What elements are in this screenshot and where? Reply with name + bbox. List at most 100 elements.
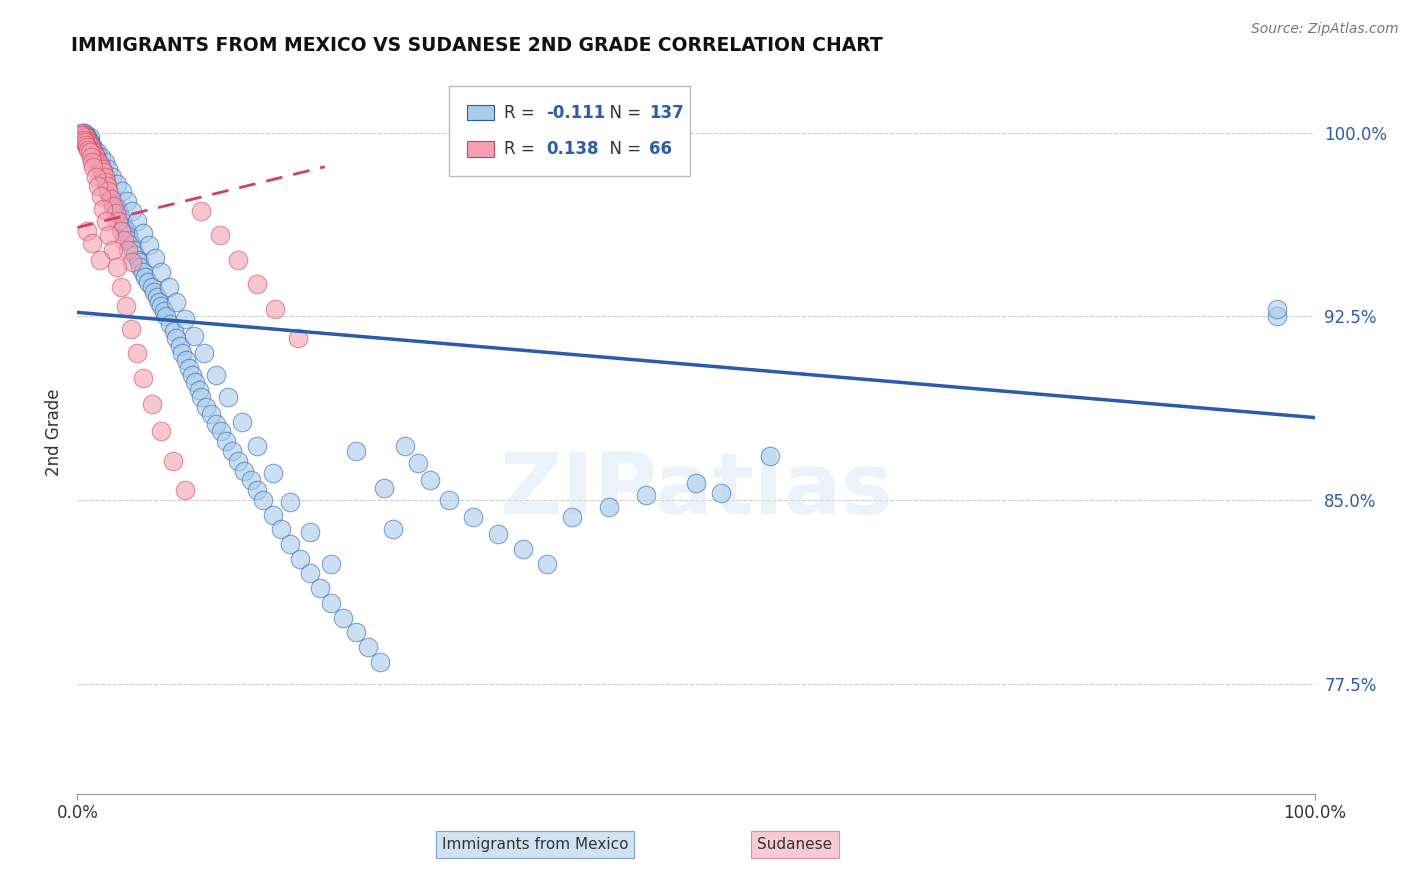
Point — [105, 260, 128, 275]
Point — [93, 155, 115, 169]
Point — [77, 136, 100, 150]
Point — [200, 407, 222, 421]
Point — [209, 425, 232, 439]
Point — [344, 625, 367, 640]
Point — [174, 311, 197, 326]
Point — [86, 153, 108, 167]
Point — [463, 510, 485, 524]
Point — [79, 136, 101, 150]
Point — [94, 175, 117, 189]
Point — [112, 233, 135, 247]
Point — [134, 270, 156, 285]
Point — [80, 137, 103, 152]
Point — [759, 449, 782, 463]
Point — [174, 483, 197, 498]
Point — [107, 204, 129, 219]
Point — [112, 216, 135, 230]
Point — [148, 294, 170, 309]
Point — [141, 397, 163, 411]
Point — [1267, 310, 1289, 324]
Point — [190, 390, 212, 404]
Point — [73, 130, 96, 145]
Point — [89, 157, 111, 171]
Point — [111, 185, 134, 199]
Point — [252, 493, 274, 508]
Point — [153, 304, 176, 318]
Point — [162, 454, 184, 468]
Point — [98, 186, 121, 201]
Point — [70, 126, 93, 140]
Point — [117, 228, 139, 243]
Point — [150, 265, 173, 279]
Point — [87, 155, 110, 169]
Point — [394, 439, 416, 453]
Point — [187, 383, 209, 397]
Point — [82, 235, 104, 250]
Point — [278, 495, 301, 509]
Point — [103, 243, 125, 257]
Point — [83, 147, 105, 161]
Point — [159, 317, 181, 331]
Point — [82, 143, 104, 157]
Point — [73, 136, 96, 150]
Point — [125, 213, 148, 227]
Text: -0.111: -0.111 — [547, 103, 606, 121]
Point — [87, 179, 110, 194]
Point — [129, 260, 152, 275]
Point — [114, 300, 136, 314]
Point — [174, 353, 197, 368]
Point — [72, 126, 94, 140]
Point — [215, 434, 238, 449]
Point — [115, 223, 138, 237]
Point — [183, 329, 205, 343]
Point — [101, 192, 124, 206]
Point — [79, 136, 101, 150]
Point — [132, 265, 155, 279]
Point — [86, 145, 108, 160]
Point — [165, 331, 187, 345]
Text: 0.138: 0.138 — [547, 140, 599, 158]
Point — [100, 189, 122, 203]
Point — [270, 522, 292, 536]
Text: N =: N = — [599, 103, 647, 121]
Point — [70, 128, 93, 142]
Point — [381, 522, 404, 536]
Point — [246, 439, 269, 453]
Point — [79, 130, 101, 145]
Point — [437, 493, 460, 508]
Point — [100, 192, 122, 206]
Point — [122, 243, 145, 257]
Point — [262, 466, 284, 480]
Point — [111, 213, 134, 227]
Point — [77, 133, 100, 147]
Point — [221, 444, 243, 458]
Point — [108, 206, 131, 220]
Point — [82, 160, 104, 174]
Point — [370, 655, 392, 669]
Point — [419, 474, 441, 488]
Point — [91, 165, 114, 179]
Point — [278, 537, 301, 551]
Point — [150, 300, 173, 314]
Point — [246, 483, 269, 498]
Point — [710, 485, 733, 500]
Point — [110, 223, 132, 237]
Point — [110, 211, 132, 226]
Point — [96, 179, 118, 194]
Point — [105, 177, 128, 191]
Point — [80, 150, 103, 164]
Point — [246, 277, 269, 292]
Point — [264, 301, 287, 316]
Point — [217, 390, 239, 404]
Point — [127, 252, 149, 267]
Point — [205, 417, 228, 431]
Point — [96, 179, 118, 194]
Point — [1267, 301, 1289, 316]
Point — [231, 415, 253, 429]
Point — [136, 275, 159, 289]
Point — [84, 150, 107, 164]
Point — [91, 202, 114, 216]
Point — [82, 155, 104, 169]
Point — [83, 145, 105, 160]
Point — [226, 454, 249, 468]
